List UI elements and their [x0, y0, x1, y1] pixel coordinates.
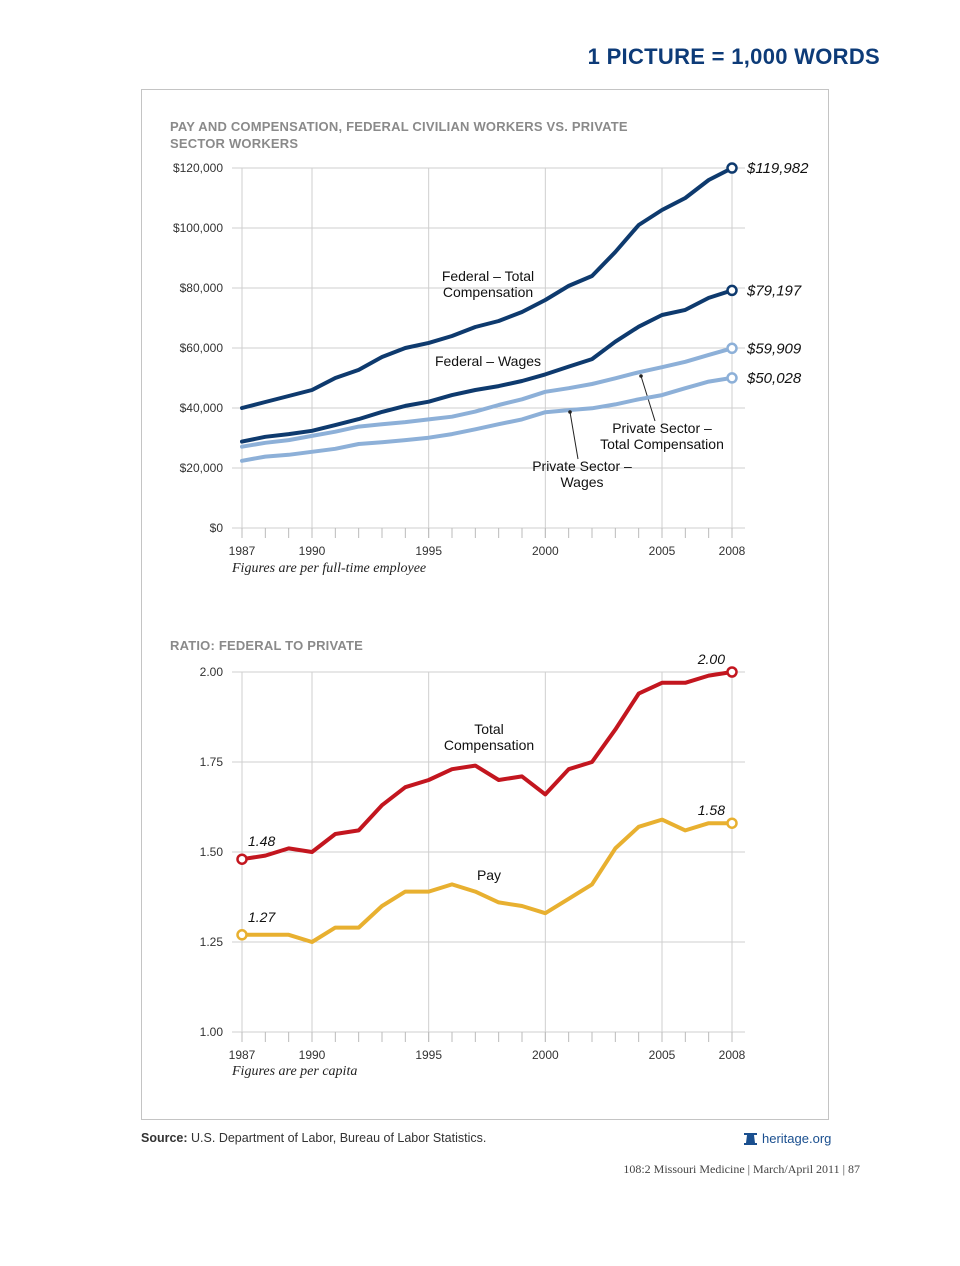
end-value-label: 1.58 — [698, 802, 725, 818]
series-line-0 — [240, 670, 734, 862]
chart-note-pay: Figures are per full-time employee — [232, 561, 427, 576]
series-annotation: Pay — [477, 867, 501, 883]
series-annotation: Total Compensation — [600, 436, 724, 452]
series-annotation: Federal – Total — [442, 268, 534, 284]
chart-title-pay: PAY AND COMPENSATION, FEDERAL CIVILIAN W… — [170, 119, 628, 151]
source-text: U.S. Department of Labor, Bureau of Labo… — [191, 1131, 487, 1145]
end-point-marker — [726, 817, 738, 829]
y-tick-label: $120,000 — [173, 161, 223, 175]
liberty-bell-icon — [744, 1132, 757, 1145]
source-note: Source: U.S. Department of Labor, Bureau… — [141, 1131, 486, 1145]
x-tick-label: 2008 — [719, 544, 746, 558]
x-tick-label: 1995 — [415, 1048, 442, 1062]
source-label: Source: — [141, 1131, 188, 1145]
end-value-label: $119,982 — [746, 160, 809, 177]
series-annotation: Total — [474, 721, 504, 737]
series-line-2 — [240, 346, 734, 449]
series-annotation: Private Sector – — [612, 420, 712, 436]
start-value-label: 1.27 — [248, 909, 276, 925]
end-value-label: $50,028 — [746, 370, 802, 387]
chart-title-ratio: RATIO: FEDERAL TO PRIVATE — [170, 638, 364, 653]
x-tick-label: 1990 — [299, 1048, 326, 1062]
series-line-1 — [240, 288, 734, 444]
y-tick-label: $60,000 — [180, 341, 224, 355]
annotation-arrowhead — [639, 374, 643, 378]
x-tick-label: 2000 — [532, 544, 559, 558]
y-tick-label: $20,000 — [180, 461, 224, 475]
y-tick-label: 2.00 — [200, 665, 224, 679]
series-annotation: Private Sector – — [532, 458, 632, 474]
x-tick-label: 2008 — [719, 1048, 746, 1062]
start-value-label: 1.48 — [248, 833, 275, 849]
x-tick-label: 2005 — [649, 1048, 676, 1062]
y-tick-label: 1.50 — [200, 845, 224, 859]
end-point-marker — [726, 372, 738, 384]
x-tick-label: 2005 — [649, 544, 676, 558]
start-point-marker — [236, 929, 248, 941]
annotation-arrowhead — [568, 410, 572, 414]
series-line-0 — [240, 166, 734, 410]
y-tick-label: 1.75 — [200, 755, 224, 769]
series-annotation: Compensation — [444, 737, 534, 753]
page-headline: 1 PICTURE = 1,000 WORDS — [587, 44, 880, 69]
series-line-1 — [240, 817, 734, 944]
start-point-marker — [236, 853, 248, 865]
y-tick-label: 1.25 — [200, 935, 224, 949]
x-tick-label: 1990 — [299, 544, 326, 558]
series-line-3 — [240, 375, 734, 463]
series-annotation: Federal – Wages — [435, 353, 541, 369]
end-point-marker — [726, 284, 738, 297]
x-tick-label: 2000 — [532, 1048, 559, 1062]
end-point-marker — [726, 162, 738, 174]
end-value-label: $79,197 — [746, 282, 802, 299]
x-tick-label: 1987 — [229, 544, 256, 558]
page-folio: 108:2 Missouri Medicine | March/April 20… — [623, 1162, 860, 1176]
x-tick-label: 1987 — [229, 1048, 256, 1062]
end-value-label: 2.00 — [697, 651, 725, 667]
y-tick-label: $40,000 — [180, 401, 224, 415]
y-tick-label: $80,000 — [180, 281, 224, 295]
end-point-marker — [726, 342, 738, 355]
figure-frame — [141, 89, 829, 1120]
y-tick-label: $100,000 — [173, 221, 223, 235]
heritage-link-text: heritage.org — [762, 1131, 832, 1146]
series-annotation: Wages — [560, 474, 603, 490]
chart-note-ratio: Figures are per capita — [232, 1064, 358, 1079]
x-tick-label: 1995 — [415, 544, 442, 558]
y-tick-label: 1.00 — [200, 1025, 224, 1039]
end-value-label: $59,909 — [746, 340, 802, 357]
heritage-link[interactable]: heritage.org — [744, 1131, 831, 1146]
series-annotation: Compensation — [443, 284, 533, 300]
y-tick-label: $0 — [210, 521, 224, 535]
end-point-marker — [726, 666, 738, 678]
annotation-arrow — [569, 411, 579, 460]
